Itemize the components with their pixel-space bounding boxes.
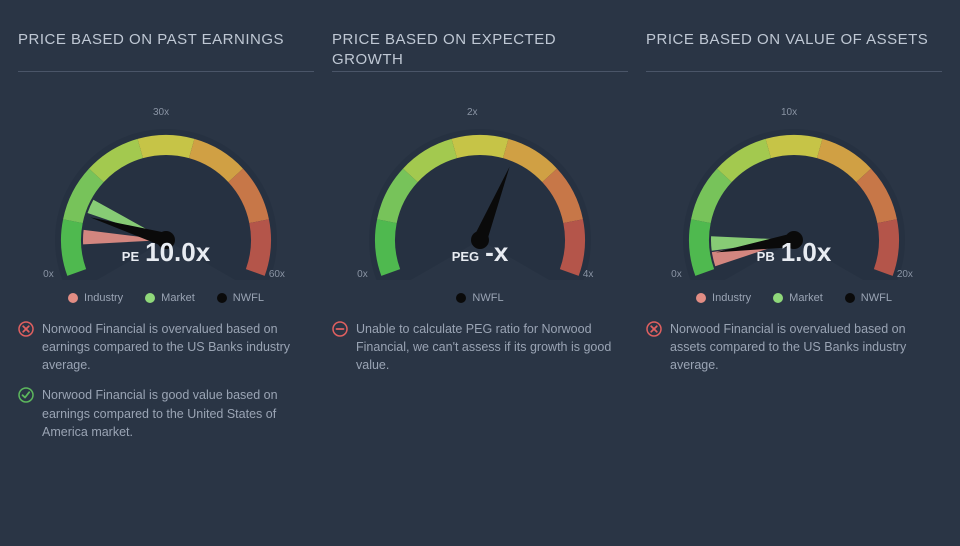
legend-swatch [773, 293, 783, 303]
metric-label: PE [122, 249, 139, 264]
legend-swatch [845, 293, 855, 303]
note-text: Norwood Financial is overvalued based on… [670, 320, 942, 374]
gauge: 0x 10x 20x PB 1.0x [646, 100, 942, 290]
note: Norwood Financial is overvalued based on… [646, 320, 942, 374]
legend-swatch [145, 293, 155, 303]
cross-icon [646, 321, 662, 337]
gauge-tick-min: 0x [357, 269, 368, 280]
check-icon [18, 387, 34, 403]
legend-swatch [217, 293, 227, 303]
gauge-tick-mid: 10x [781, 107, 797, 118]
panel-0: PRICE BASED ON PAST EARNINGS 0x 30x 60x … [18, 30, 314, 453]
gauge-tick-mid: 2x [467, 107, 478, 118]
legend-label: Market [789, 292, 823, 304]
legend-label: NWFL [233, 292, 264, 304]
gauge-tick-min: 0x [671, 269, 682, 280]
legend-label: NWFL [861, 292, 892, 304]
gauge-tick-mid: 30x [153, 107, 169, 118]
legend-item: NWFL [845, 292, 892, 304]
gauge-segment [766, 135, 823, 158]
dash-icon [332, 321, 348, 337]
legend-label: Market [161, 292, 195, 304]
legend-item: NWFL [456, 292, 503, 304]
note: Unable to calculate PEG ratio for Norwoo… [332, 320, 628, 374]
legend-item: Industry [696, 292, 751, 304]
notes: Norwood Financial is overvalued based on… [646, 320, 942, 386]
legend-item: Industry [68, 292, 123, 304]
metric-label: PB [757, 249, 775, 264]
gauge: 0x 30x 60x PE 10.0x [18, 100, 314, 290]
metric-value: 1.0x [781, 237, 832, 267]
gauge-tick-max: 60x [269, 269, 285, 280]
note: Norwood Financial is overvalued based on… [18, 320, 314, 374]
note: Norwood Financial is good value based on… [18, 386, 314, 440]
gauge: 0x 2x 4x PEG -x [332, 100, 628, 290]
notes: Unable to calculate PEG ratio for Norwoo… [332, 320, 628, 386]
note-text: Unable to calculate PEG ratio for Norwoo… [356, 320, 628, 374]
gauge-segment [452, 135, 509, 158]
gauge-tick-max: 4x [583, 269, 594, 280]
note-text: Norwood Financial is good value based on… [42, 386, 314, 440]
legend: Industry Market NWFL [646, 292, 942, 304]
panel-1: PRICE BASED ON EXPECTED GROWTH 0x 2x 4x … [332, 30, 628, 453]
legend-swatch [696, 293, 706, 303]
panel-title: PRICE BASED ON PAST EARNINGS [18, 30, 314, 72]
legend-swatch [456, 293, 466, 303]
metric-label: PEG [452, 249, 479, 264]
legend: NWFL [332, 292, 628, 304]
legend-label: Industry [712, 292, 751, 304]
legend-swatch [68, 293, 78, 303]
gauge-tick-max: 20x [897, 269, 913, 280]
panel-title: PRICE BASED ON VALUE OF ASSETS [646, 30, 942, 72]
legend: Industry Market NWFL [18, 292, 314, 304]
metric-value: 10.0x [145, 237, 210, 267]
cross-icon [18, 321, 34, 337]
note-text: Norwood Financial is overvalued based on… [42, 320, 314, 374]
gauge-segment [138, 135, 195, 158]
gauge-tick-min: 0x [43, 269, 54, 280]
panel-title: PRICE BASED ON EXPECTED GROWTH [332, 30, 628, 72]
notes: Norwood Financial is overvalued based on… [18, 320, 314, 453]
legend-label: Industry [84, 292, 123, 304]
legend-label: NWFL [472, 292, 503, 304]
dashboard: PRICE BASED ON PAST EARNINGS 0x 30x 60x … [0, 0, 960, 473]
legend-item: NWFL [217, 292, 264, 304]
metric-value: -x [485, 237, 508, 267]
legend-item: Market [145, 292, 195, 304]
panel-2: PRICE BASED ON VALUE OF ASSETS 0x 10x 20… [646, 30, 942, 453]
legend-item: Market [773, 292, 823, 304]
